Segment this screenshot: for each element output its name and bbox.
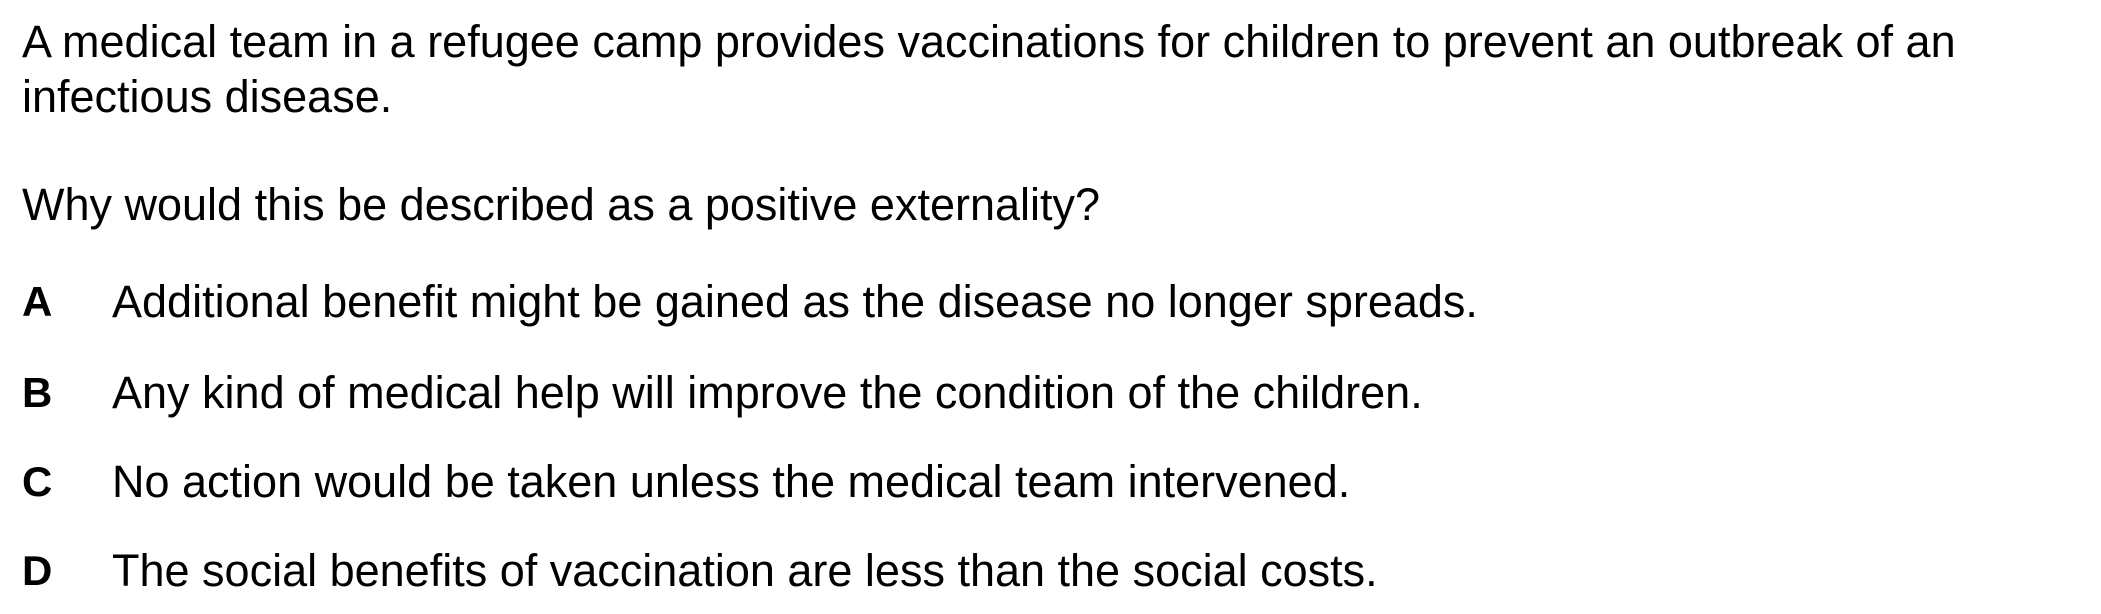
question-stem: A medical team in a refugee camp provide…	[22, 16, 1956, 122]
option-d-text: The social benefits of vaccination are l…	[112, 545, 1378, 596]
option-c-letter: C	[22, 458, 53, 505]
option-a[interactable]: A Additional benefit might be gained as …	[22, 272, 1478, 332]
option-a-letter: A	[22, 278, 53, 325]
option-d[interactable]: D The social benefits of vaccination are…	[22, 541, 1378, 601]
option-c[interactable]: C No action would be taken unless the me…	[22, 452, 1350, 512]
option-a-text: Additional benefit might be gained as th…	[112, 276, 1478, 327]
option-c-text: No action would be taken unless the medi…	[112, 456, 1351, 507]
option-d-letter: D	[22, 547, 53, 594]
option-b[interactable]: B Any kind of medical help will improve …	[22, 363, 1423, 423]
option-b-letter: B	[22, 369, 53, 416]
question-prompt: Why would this be described as a positiv…	[22, 179, 1101, 230]
option-b-text: Any kind of medical help will improve th…	[112, 367, 1423, 418]
